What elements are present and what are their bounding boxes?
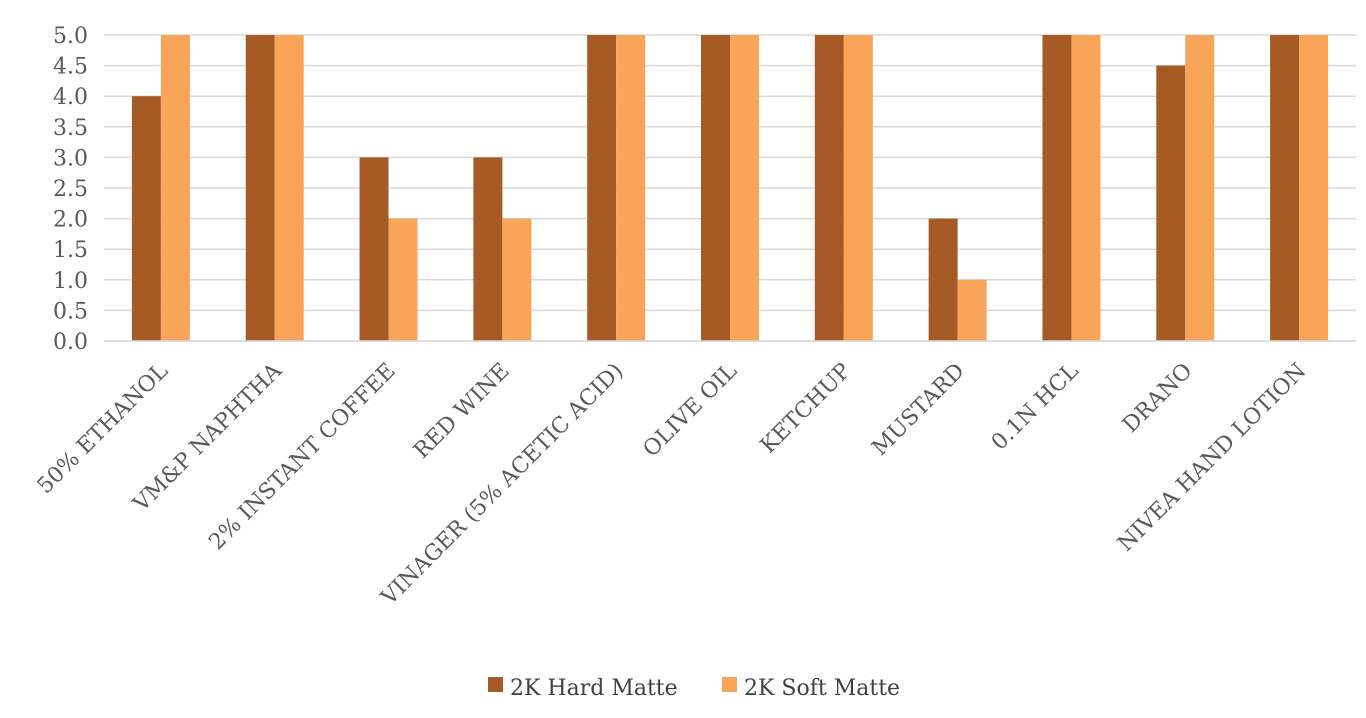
bar-soft-matte [1071,35,1101,341]
x-tick-label: 2% INSTANT COFFEE [204,359,400,555]
y-tick-label: 5.0 [53,24,88,49]
bar-hard-matte [814,35,844,341]
x-tick-label: MUSTARD [868,359,970,461]
bar-soft-matte [274,35,304,341]
bar-hard-matte [587,35,617,341]
y-tick-label: 2.5 [53,177,88,202]
bar-soft-matte [160,35,190,341]
bar-hard-matte [245,35,275,341]
x-tick-label: KETCHUP [756,358,856,458]
legend-swatch [722,677,737,692]
bar-hard-matte [1156,65,1186,341]
bar-hard-matte [928,218,958,341]
bar-soft-matte [843,35,873,341]
x-tick-label: RED WINE [409,359,514,464]
bar-soft-matte [1185,35,1215,341]
bar-hard-matte [1042,35,1072,341]
legend-item: 2K Soft Matte [722,676,900,701]
y-tick-label: 3.0 [53,146,88,171]
legend-label: 2K Soft Matte [744,676,900,701]
bar-soft-matte [616,35,646,341]
bar-soft-matte [1299,35,1329,341]
x-tick-label: VINAGER (5% ACETIC ACID) [376,359,628,611]
bar-hard-matte [1270,35,1300,341]
y-tick-label: 0.5 [53,299,88,324]
bar-hard-matte [359,157,389,341]
x-tick-label: 0.1N HCL [987,358,1084,455]
bar-soft-matte [502,218,532,341]
bars [131,35,1329,341]
y-tick-label: 1.0 [53,269,88,294]
y-axis: 0.0 0.5 1.0 1.5 2.0 2.5 3.0 3.5 4.0 4.5 5.0 [53,24,88,355]
y-tick-label: 2.0 [53,208,88,233]
legend-swatch [488,677,503,692]
bar-hard-matte [473,157,503,341]
y-tick-label: 1.5 [53,238,88,263]
x-tick-label: OLIVE OIL [639,358,743,462]
x-tick-label: DRANO [1118,359,1197,438]
y-tick-label: 4.0 [53,85,88,110]
legend-label: 2K Hard Matte [510,676,678,701]
y-tick-label: 4.5 [53,55,88,80]
bar-soft-matte [730,35,759,341]
bar-hard-matte [131,96,161,341]
bar-hard-matte [701,35,730,341]
legend-item: 2K Hard Matte [488,676,678,701]
y-tick-label: 3.5 [53,116,88,141]
legend: 2K Hard Matte 2K Soft Matte [488,676,900,701]
bar-soft-matte [957,279,987,341]
bar-soft-matte [388,218,418,341]
x-tick-label: NIVEA HAND LOTION [1113,359,1311,557]
y-tick-label: 0.0 [53,330,88,355]
